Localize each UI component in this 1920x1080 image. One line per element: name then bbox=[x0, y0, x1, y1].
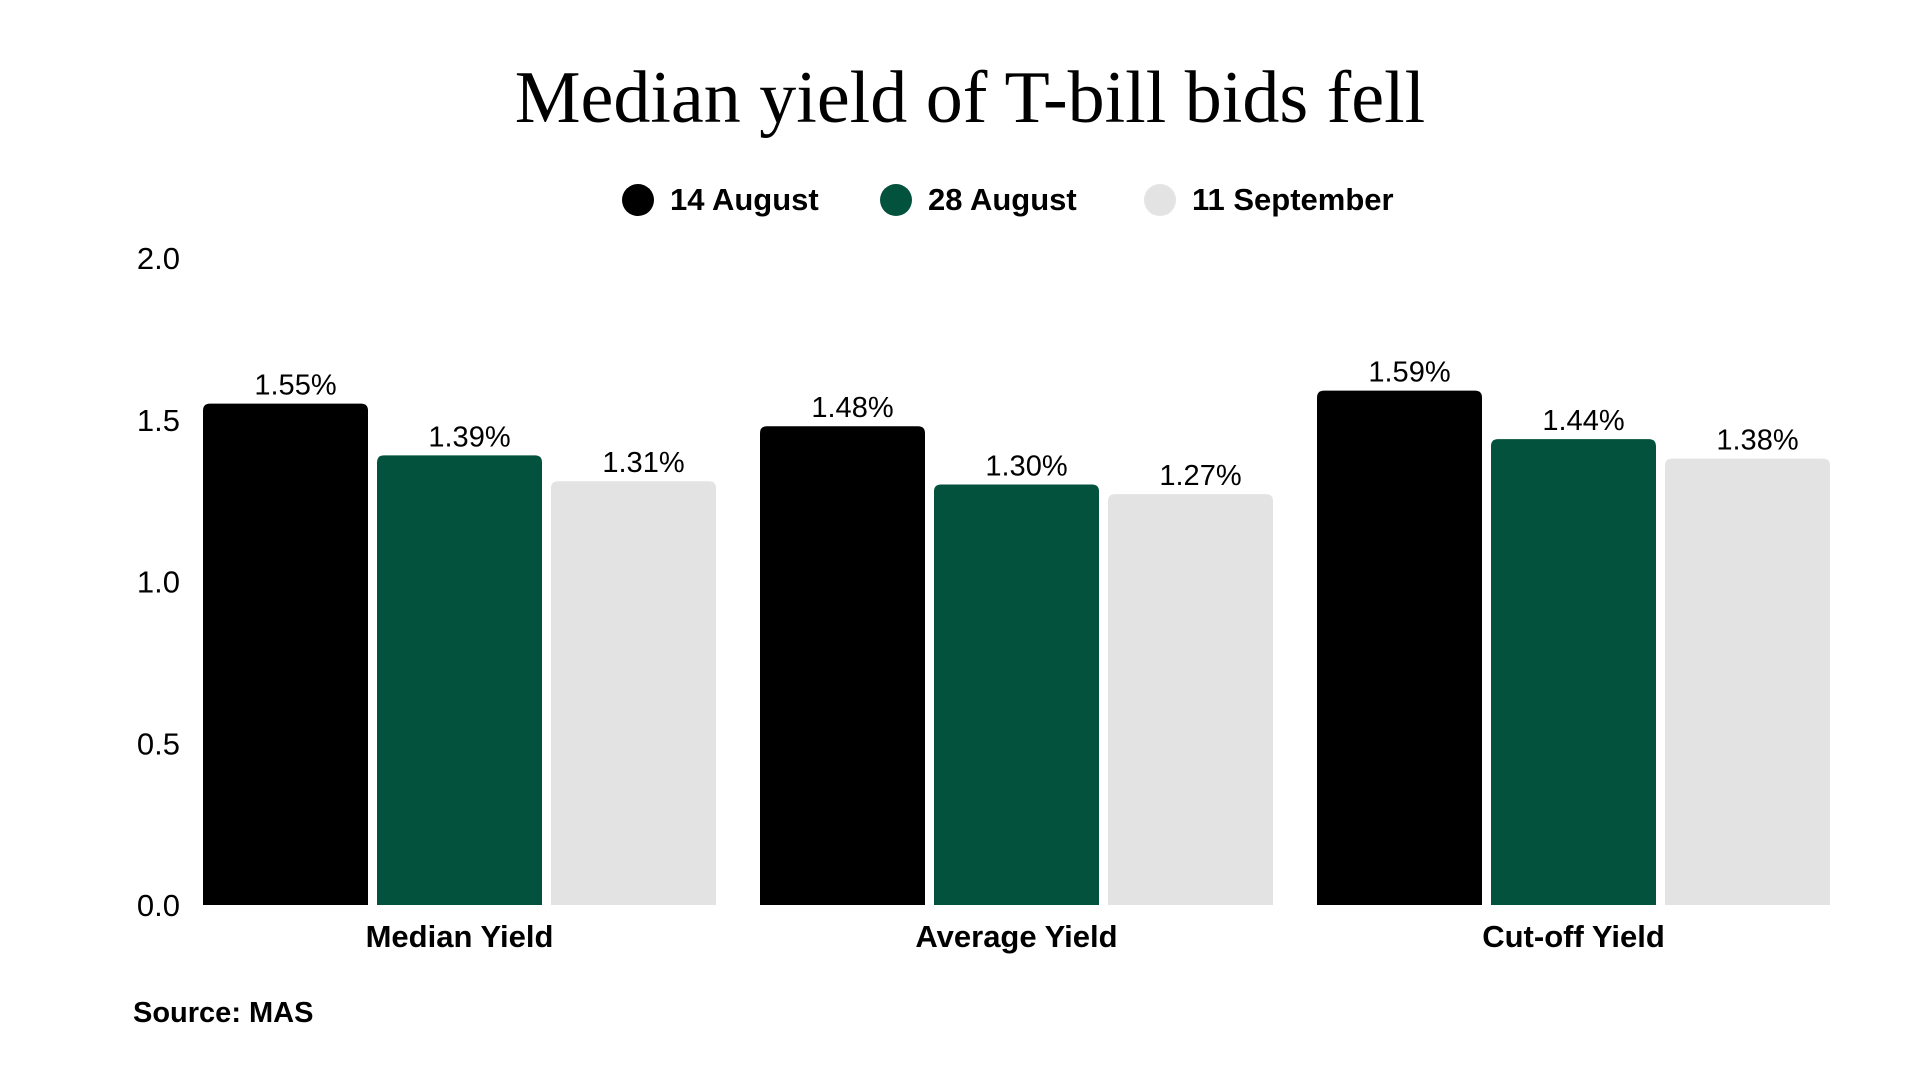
bar-group: 1.55% 1.39% 1.31% bbox=[203, 370, 716, 905]
y-tick-label: 0.5 bbox=[137, 726, 180, 761]
bar-value-label: 1.39% bbox=[428, 421, 510, 453]
bar bbox=[1665, 458, 1830, 905]
bar-group: 1.59% 1.44% 1.38% bbox=[1317, 357, 1830, 905]
bar bbox=[551, 481, 716, 905]
chart-legend: 14 August 28 August 11 September bbox=[622, 182, 1394, 217]
legend-label: 14 August bbox=[670, 182, 819, 217]
x-category-label: Average Yield bbox=[915, 919, 1117, 954]
source-note: Source: MAS bbox=[133, 997, 313, 1029]
chart-title: Median yield of T-bill bids fell bbox=[515, 57, 1426, 139]
legend-swatch-icon bbox=[1144, 184, 1176, 216]
bar-group: 1.48% 1.30% 1.27% bbox=[760, 392, 1273, 905]
bar-value-label: 1.27% bbox=[1159, 460, 1241, 492]
bar bbox=[1108, 494, 1273, 905]
bar bbox=[1317, 390, 1482, 905]
legend-swatch-icon bbox=[880, 184, 912, 216]
bar-value-label: 1.55% bbox=[254, 370, 336, 402]
legend-item: 28 August bbox=[880, 182, 1077, 217]
y-tick-label: 1.0 bbox=[137, 565, 180, 600]
legend-label: 11 September bbox=[1192, 182, 1394, 217]
bar-value-label: 1.48% bbox=[811, 392, 893, 424]
y-tick-label: 1.5 bbox=[137, 403, 180, 438]
x-category-label: Median Yield bbox=[366, 919, 554, 954]
y-tick-label: 2.0 bbox=[137, 241, 180, 276]
bar bbox=[934, 484, 1099, 905]
bar bbox=[760, 426, 925, 905]
bar-value-label: 1.59% bbox=[1368, 357, 1450, 389]
bar bbox=[377, 455, 542, 905]
y-tick-label: 0.0 bbox=[137, 888, 180, 923]
bar bbox=[203, 403, 368, 905]
bar-value-label: 1.38% bbox=[1716, 425, 1798, 457]
bar-value-label: 1.44% bbox=[1542, 405, 1624, 437]
bar bbox=[1491, 439, 1656, 905]
legend-swatch-icon bbox=[622, 184, 654, 216]
bar-value-label: 1.30% bbox=[985, 450, 1067, 482]
legend-item: 11 September bbox=[1144, 182, 1394, 217]
legend-item: 14 August bbox=[622, 182, 819, 217]
bar-value-label: 1.31% bbox=[602, 447, 684, 479]
x-axis: Median Yield Average Yield Cut-off Yield bbox=[366, 919, 1665, 954]
plot-area: 1.55% 1.39% 1.31% 1.48% 1.30% 1.27% 1.59% 1.44%… bbox=[203, 357, 1830, 905]
x-category-label: Cut-off Yield bbox=[1482, 919, 1665, 954]
legend-label: 28 August bbox=[928, 182, 1077, 217]
y-axis: 0.0 0.5 1.0 1.5 2.0 bbox=[137, 241, 180, 923]
